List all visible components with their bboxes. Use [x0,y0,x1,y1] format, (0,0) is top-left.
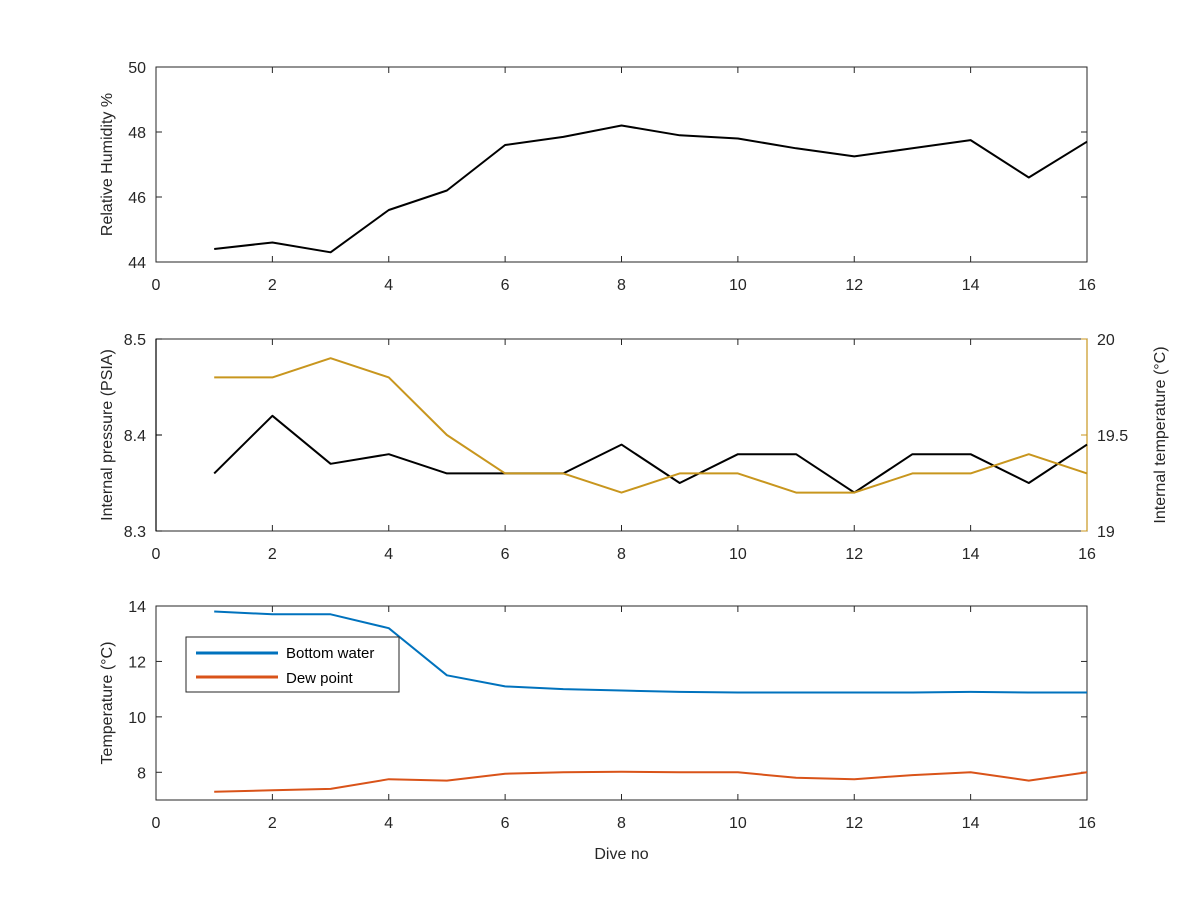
x-axis-label: Dive no [594,846,648,863]
y-tick-label: 8.3 [124,524,146,541]
right-y-tick-label: 19.5 [1097,428,1128,445]
x-tick-label: 10 [729,815,747,832]
x-tick-label: 14 [962,546,980,563]
y-tick-label: 14 [128,599,146,616]
x-tick-label: 8 [617,546,626,563]
x-tick-label: 4 [384,546,393,563]
x-tick-label: 6 [501,546,510,563]
humidity-series-line [214,124,1088,254]
temperature-y-axis-label: Temperature (°C) [99,642,116,765]
x-tick-label: 8 [617,277,626,294]
x-tick-label: 14 [962,277,980,294]
bottom-water-series-line [214,610,1087,694]
legend-label-bottom-water: Bottom water [286,645,374,662]
x-tick-label: 16 [1078,546,1096,563]
y-tick-label: 8 [137,765,146,782]
x-tick-label: 14 [962,815,980,832]
humidity-panel: Relative Humidity % 0 2 4 6 8 10 12 14 164446485… [99,60,1096,294]
right-y-tick-label: 20 [1097,332,1115,349]
chart-legend: Bottom water Dew point [185,636,400,693]
x-tick-label: 0 [152,546,161,563]
y-tick-label: 12 [128,654,146,671]
x-tick-label: 10 [729,277,747,294]
legend-label-dew-point: Dew point [286,670,354,687]
x-tick-label: 2 [268,815,277,832]
x-tick-label: 12 [845,546,863,563]
y-tick-label: 46 [128,190,146,207]
right-y-tick-label: 19 [1097,524,1115,541]
x-tick-label: 0 [152,277,161,294]
x-tick-label: 6 [501,815,510,832]
x-tick-label: 4 [384,815,393,832]
internal-temperature-y-axis-label: Internal temperature (°C) [1152,346,1169,523]
pressure-y-axis-label: Internal pressure (PSIA) [99,349,116,521]
x-tick-label: 4 [384,277,393,294]
x-tick-label: 6 [501,277,510,294]
pressure-temperature-panel: Internal pressure (PSIA) Internal temper… [99,332,1169,563]
y-tick-label: 10 [128,710,146,727]
legend-box [185,636,400,693]
dew-point-series-line [214,770,1088,793]
y-tick-label: 50 [128,60,146,77]
x-tick-label: 2 [268,546,277,563]
y-tick-label: 48 [128,125,146,142]
x-tick-label: 12 [845,815,863,832]
x-tick-label: 0 [152,815,161,832]
x-tick-label: 8 [617,815,626,832]
y-tick-label: 44 [128,255,146,272]
internal-pressure-series-line [213,414,1088,494]
x-tick-label: 16 [1078,277,1096,294]
internal-temperature-series-line [214,357,1088,494]
humidity-y-axis-label: Relative Humidity % [99,93,116,236]
x-tick-label: 10 [729,546,747,563]
y-tick-label: 8.4 [124,428,146,445]
x-tick-label: 2 [268,277,277,294]
x-tick-label: 16 [1078,815,1096,832]
temperature-panel: Temperature (°C) Dive no 0 2 4 6 8 10 12 14 16 8 1… [99,599,1096,863]
y-tick-label: 8.5 [124,332,146,349]
x-tick-label: 12 [845,277,863,294]
